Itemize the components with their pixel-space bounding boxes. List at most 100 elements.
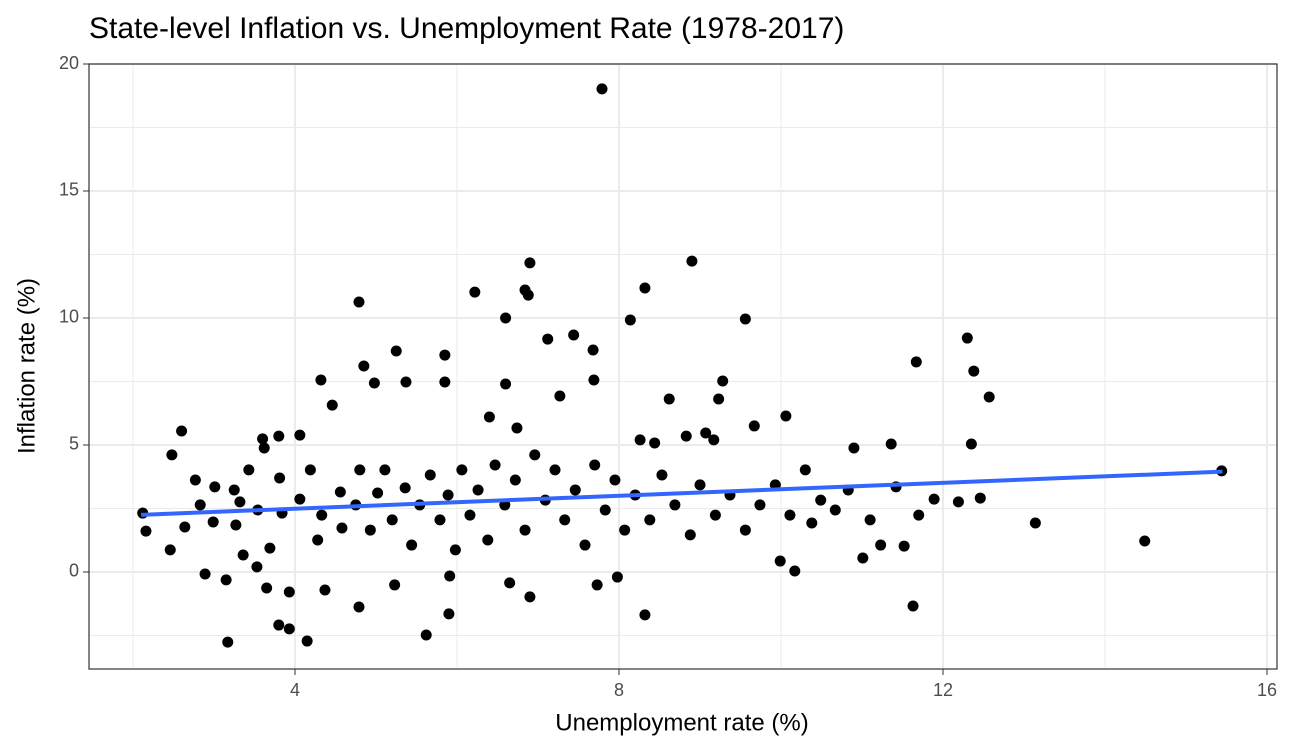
point [389,579,401,591]
point [588,374,600,386]
point [885,438,897,450]
y-tick-label: 15 [59,180,79,200]
point [591,579,603,591]
point [372,487,384,499]
point [434,514,446,526]
point [406,539,418,551]
point [294,493,306,505]
point [504,577,516,589]
point [439,349,451,361]
point [194,499,206,511]
point [164,544,176,556]
point [283,623,295,635]
point [456,464,468,476]
point [684,529,696,541]
x-tick-label: 16 [1257,680,1277,700]
point [928,493,940,505]
point [524,257,536,269]
point [857,552,869,564]
point [754,499,766,511]
point [542,333,554,345]
point [294,429,306,441]
point [1139,535,1151,547]
point [656,469,668,481]
y-tick-label: 0 [69,561,79,581]
point [140,525,152,537]
point [663,393,675,405]
point [176,425,188,437]
point [500,378,512,390]
point [609,474,621,486]
point [222,636,234,648]
point [319,584,331,596]
point [549,464,561,476]
point [910,356,922,368]
point [913,509,925,521]
point [774,555,786,567]
point [815,494,827,506]
point [483,411,495,423]
point [717,375,729,387]
panel-border [88,63,1278,670]
point [469,286,481,298]
point [789,565,801,577]
point [472,484,484,496]
point [713,393,725,405]
point [961,332,973,344]
point [400,376,412,388]
point [686,255,698,267]
point [390,345,402,357]
point [907,600,919,612]
point [829,504,841,516]
point [442,489,454,501]
point [522,289,534,301]
y-tick-label: 20 [59,53,79,73]
point [784,509,796,521]
point [739,313,751,325]
point [624,314,636,326]
point [739,524,751,536]
point [312,534,324,546]
point [898,540,910,552]
point [364,524,376,536]
point [848,442,860,454]
x-axis-title: Unemployment rate (%) [555,709,808,736]
point [875,539,887,551]
point [443,608,455,620]
point [748,420,760,432]
point [315,374,327,386]
point [568,329,580,341]
point [336,522,348,534]
point [444,570,456,582]
point [353,601,365,613]
point [230,519,242,531]
point [257,433,269,445]
point [228,484,240,496]
plot-background [89,64,1277,669]
point [237,549,249,561]
point [634,434,646,446]
y-axis-title: Inflation rate (%) [13,278,40,454]
y-tick-label: 5 [69,434,79,454]
x-tick-label: 12 [933,680,953,700]
y-tick-label: 10 [59,307,79,327]
point [611,571,623,583]
point [529,449,541,461]
point [952,496,964,508]
point [179,521,191,533]
point [166,449,178,461]
point [639,609,651,621]
point [619,524,631,536]
point [780,410,792,422]
point [806,517,818,529]
point [199,568,211,580]
point [709,509,721,521]
point [420,629,432,641]
point [258,442,270,454]
point [439,376,451,388]
point [489,459,501,471]
point [334,486,346,498]
point [273,619,285,631]
point [273,430,285,442]
